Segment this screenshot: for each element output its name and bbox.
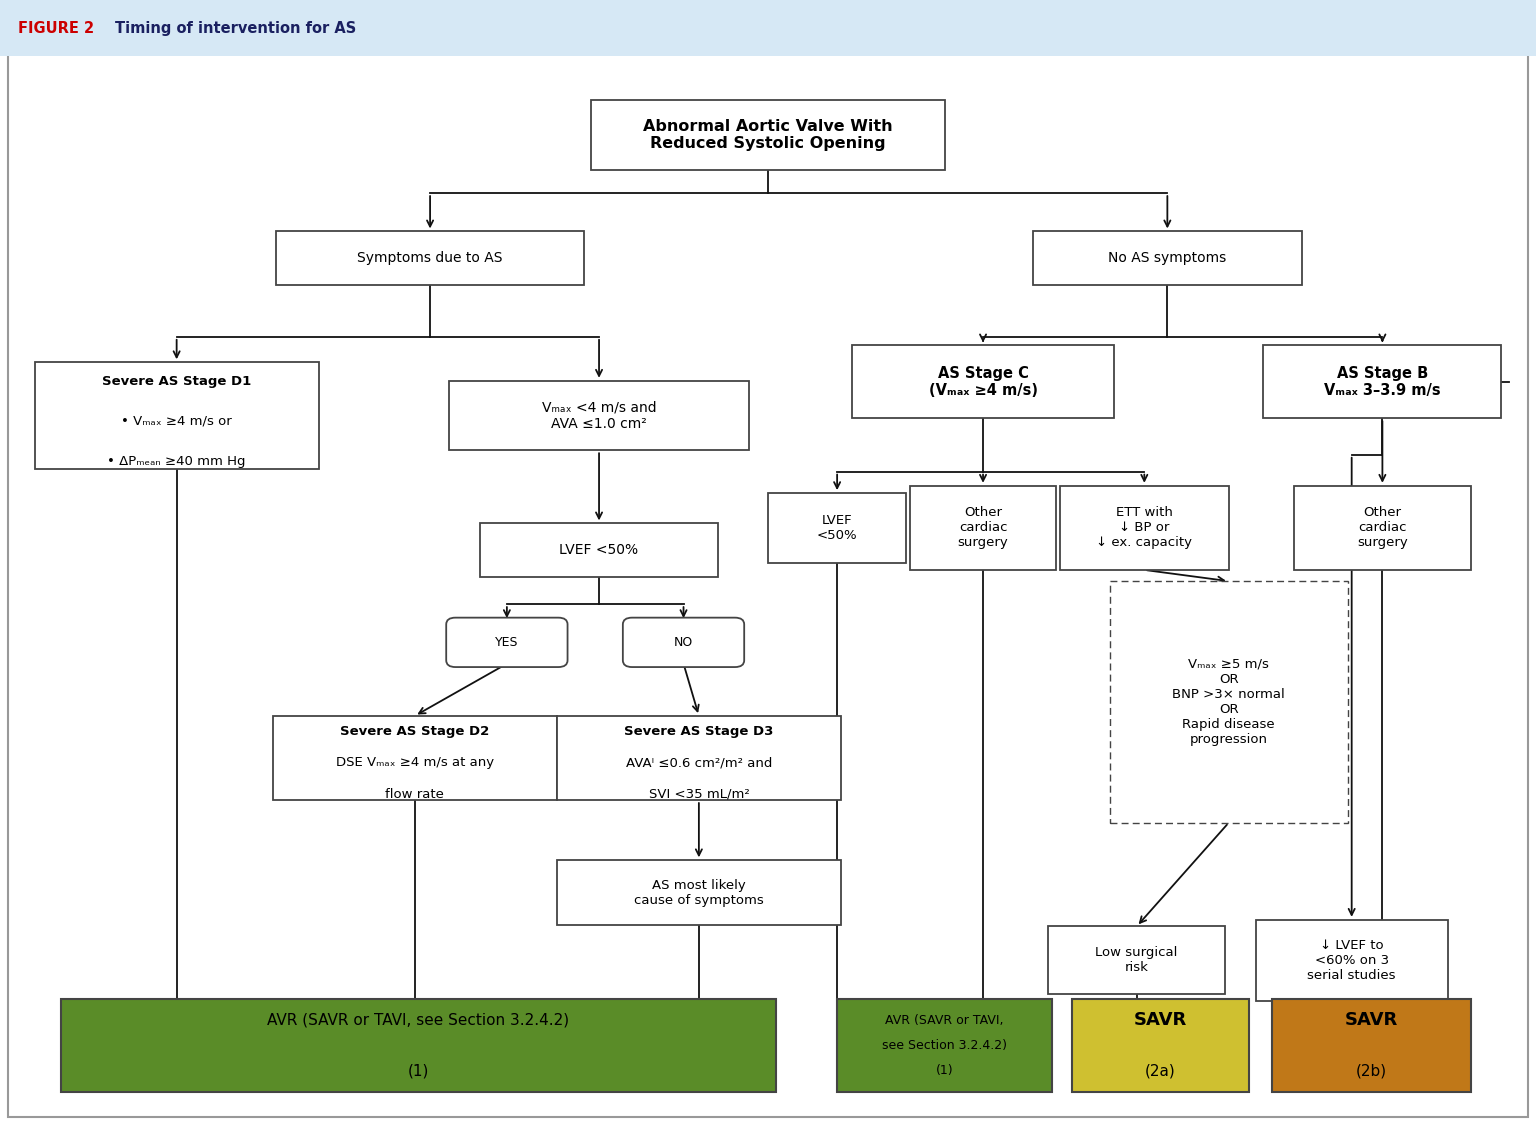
Text: • ΔPₘₑₐₙ ≥40 mm Hg: • ΔPₘₑₐₙ ≥40 mm Hg (108, 455, 246, 468)
Text: Other
cardiac
surgery: Other cardiac surgery (957, 506, 1009, 549)
Bar (1072, 999, 1249, 1092)
Text: • Vₘₐₓ ≥4 m/s or: • Vₘₐₓ ≥4 m/s or (121, 414, 232, 428)
Bar (1256, 920, 1447, 1001)
Text: Abnormal Aortic Valve With
Reduced Systolic Opening: Abnormal Aortic Valve With Reduced Systo… (644, 119, 892, 150)
Text: Severe AS Stage D3: Severe AS Stage D3 (624, 724, 774, 738)
Text: DSE Vₘₐₓ ≥4 m/s at any: DSE Vₘₐₓ ≥4 m/s at any (336, 756, 493, 769)
Text: YES: YES (495, 636, 519, 649)
Text: SAVR: SAVR (1346, 1011, 1398, 1029)
Text: Symptoms due to AS: Symptoms due to AS (358, 252, 502, 265)
Bar (61, 999, 776, 1092)
Bar (276, 231, 584, 285)
Bar (1048, 926, 1226, 994)
Text: ↓ LVEF to
<60% on 3
serial studies: ↓ LVEF to <60% on 3 serial studies (1307, 939, 1396, 982)
Bar (558, 860, 842, 925)
Text: (1): (1) (409, 1063, 429, 1078)
Text: SVI <35 mL/m²: SVI <35 mL/m² (648, 787, 750, 801)
Text: FIGURE 2: FIGURE 2 (18, 20, 95, 36)
Text: Low surgical
risk: Low surgical risk (1095, 947, 1178, 974)
Text: No AS symptoms: No AS symptoms (1109, 252, 1226, 265)
Text: (2a): (2a) (1144, 1063, 1177, 1078)
Bar (909, 485, 1057, 569)
Text: Vₘₐₓ <4 m/s and
AVA ≤1.0 cm²: Vₘₐₓ <4 m/s and AVA ≤1.0 cm² (542, 401, 656, 430)
Bar (1272, 999, 1471, 1092)
Bar (1060, 485, 1229, 569)
Text: Vₘₐₓ ≥5 m/s
OR
BNP >3× normal
OR
Rapid disease
progression: Vₘₐₓ ≥5 m/s OR BNP >3× normal OR Rapid d… (1172, 658, 1286, 746)
Bar (1293, 485, 1470, 569)
Bar (479, 523, 719, 577)
Text: Timing of intervention for AS: Timing of intervention for AS (115, 20, 356, 36)
Text: see Section 3.2.4.2): see Section 3.2.4.2) (882, 1039, 1008, 1052)
Bar (591, 100, 945, 170)
Bar (837, 999, 1052, 1092)
Bar (1032, 231, 1301, 285)
Text: Severe AS Stage D2: Severe AS Stage D2 (339, 724, 490, 738)
FancyBboxPatch shape (624, 618, 743, 667)
Text: AS Stage C
(Vₘₐₓ ≥4 m/s): AS Stage C (Vₘₐₓ ≥4 m/s) (929, 366, 1037, 398)
Bar (449, 381, 748, 450)
Bar (1263, 345, 1502, 418)
Bar (852, 345, 1114, 418)
Text: AVR (SAVR or TAVI, see Section 3.2.4.2): AVR (SAVR or TAVI, see Section 3.2.4.2) (267, 1013, 570, 1028)
Text: Other
cardiac
surgery: Other cardiac surgery (1356, 506, 1409, 549)
Text: (1): (1) (935, 1065, 954, 1077)
Text: ETT with
↓ BP or
↓ ex. capacity: ETT with ↓ BP or ↓ ex. capacity (1097, 506, 1192, 549)
Text: flow rate: flow rate (386, 787, 444, 801)
FancyBboxPatch shape (447, 618, 568, 667)
Text: Severe AS Stage D1: Severe AS Stage D1 (101, 375, 252, 387)
Bar (558, 716, 842, 800)
Text: SAVR: SAVR (1134, 1011, 1187, 1029)
Text: AS Stage B
Vₘₐₓ 3–3.9 m/s: AS Stage B Vₘₐₓ 3–3.9 m/s (1324, 366, 1441, 398)
Text: NO: NO (674, 636, 693, 649)
Bar (1109, 582, 1349, 822)
Text: (2b): (2b) (1356, 1063, 1387, 1078)
Bar (768, 493, 906, 563)
Text: LVEF <50%: LVEF <50% (559, 544, 639, 557)
Text: AVR (SAVR or TAVI,: AVR (SAVR or TAVI, (885, 1014, 1005, 1026)
Text: AVAᴵ ≤0.6 cm²/m² and: AVAᴵ ≤0.6 cm²/m² and (625, 756, 773, 769)
Text: AS most likely
cause of symptoms: AS most likely cause of symptoms (634, 879, 763, 906)
Bar (35, 362, 318, 469)
Bar (0, 0, 1536, 56)
Bar (273, 716, 558, 800)
Text: LVEF
<50%: LVEF <50% (817, 514, 857, 541)
